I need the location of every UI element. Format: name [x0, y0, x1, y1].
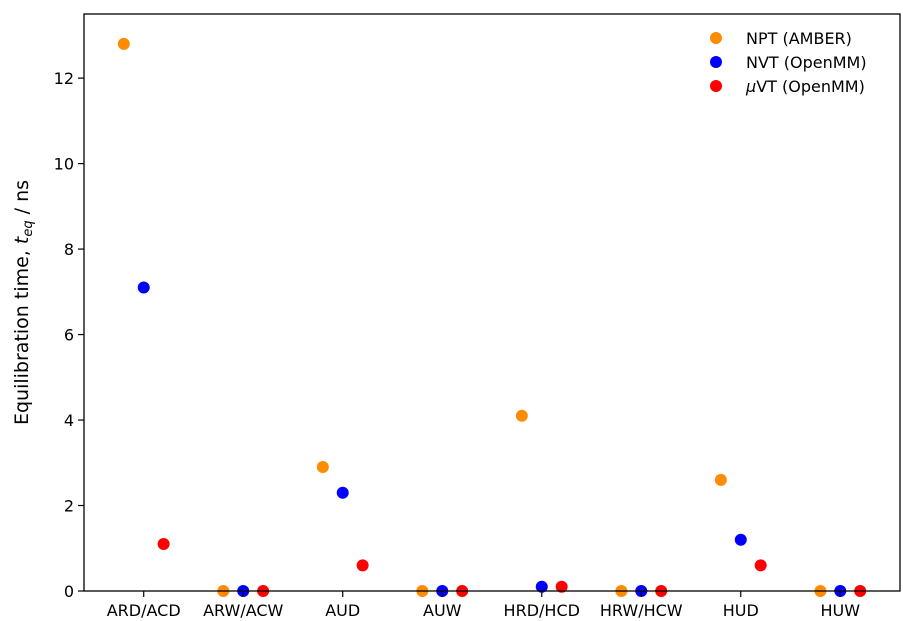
legend-label: NPT (AMBER) — [746, 29, 852, 48]
legend: NPT (AMBER) NVT (OpenMM) μVT (OpenMM) — [710, 29, 867, 96]
y-tick-label: 0 — [64, 582, 74, 601]
data-point — [316, 461, 329, 474]
y-tick-label: 8 — [64, 240, 74, 259]
data-point — [555, 580, 568, 593]
data-point — [515, 409, 528, 422]
data-point — [157, 537, 170, 550]
legend-marker — [710, 32, 722, 44]
data-point — [734, 533, 747, 546]
x-tick-label: HRD/HCD — [504, 601, 580, 620]
x-tick-label: HUW — [821, 601, 861, 620]
data-point — [137, 281, 150, 294]
plot-marks — [117, 37, 867, 597]
y-axis-title-variable: t — [11, 235, 33, 244]
x-tick-label: ARW/ACW — [203, 601, 283, 620]
y-tick-label: 10 — [54, 155, 74, 174]
y-tick-label: 6 — [64, 326, 74, 345]
data-point — [356, 559, 369, 572]
data-point — [754, 559, 767, 572]
y-tick-label: 2 — [64, 497, 74, 516]
y-axis-title-suffix: / ns — [11, 180, 33, 220]
y-tick-label: 4 — [64, 411, 74, 430]
y-tick-label: 12 — [54, 69, 74, 88]
y-axis-title-prefix: Equilibration time, — [11, 244, 33, 425]
data-point — [535, 580, 548, 593]
y-axis-title-subscript: eq — [21, 220, 36, 236]
y-axis-title: Equilibration time, teq / ns — [11, 180, 36, 425]
x-tick-label: AUD — [325, 601, 360, 620]
legend-marker — [710, 56, 722, 68]
y-axis: 0 2 4 6 8 10 12 — [54, 69, 84, 601]
data-point — [714, 473, 727, 486]
x-tick-label: HUD — [723, 601, 759, 620]
x-tick-label: ARD/ACD — [107, 601, 181, 620]
axes-frame — [83, 13, 901, 592]
legend-label: μVT (OpenMM) — [745, 77, 865, 96]
data-point — [336, 486, 349, 499]
x-axis: ARD/ACD ARW/ACW AUD AUW HRD/HCD HRW/HCW HUD HUW — [107, 591, 861, 620]
legend-label: NVT (OpenMM) — [746, 53, 867, 72]
data-point — [117, 37, 130, 50]
x-tick-label: AUW — [423, 601, 462, 620]
x-tick-label: HRW/HCW — [600, 601, 683, 620]
legend-marker — [710, 80, 722, 92]
